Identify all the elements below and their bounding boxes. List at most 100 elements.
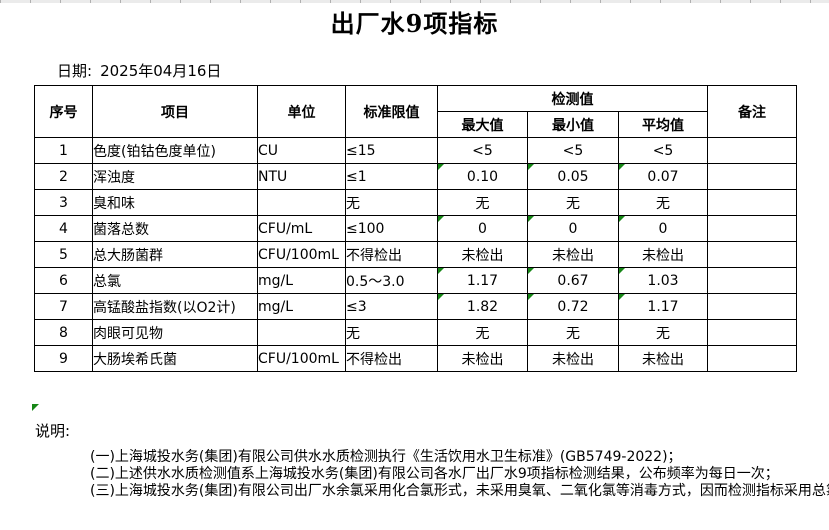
header-row-1: 序号 项目 单位 标准限值 检测值 备注 (34, 85, 798, 138)
table-row: 6 总氯 mg/L 0.5～3.0 1.17 0.67 1.03 (34, 267, 798, 294)
cell-item: 浑浊度 (92, 163, 258, 190)
cell-item: 色度(铂钴色度单位) (92, 137, 258, 164)
cell-seq: 8 (34, 319, 93, 346)
header-limit: 标准限值 (345, 85, 438, 138)
cell-avg: 未检出 (617, 345, 709, 372)
report-date: 日期: 2025年04月16日 (57, 60, 221, 81)
cell-seq: 9 (34, 345, 93, 372)
cell-avg: <5 (617, 137, 709, 164)
cell-min: <5 (527, 137, 619, 164)
header-max: 最大值 (437, 111, 528, 138)
cell-item: 总大肠菌群 (92, 241, 258, 268)
table-row: 2 浑浊度 NTU ≤1 0.10 0.05 0.07 (34, 163, 798, 190)
table-row: 9 大肠埃希氏菌 CFU/100mL 不得检出 未检出 未检出 未检出 (34, 345, 798, 372)
note-line: (二)上述供水水质检测值系上海城投水务(集团)有限公司各水厂出厂水9项指标检测结… (90, 466, 779, 482)
header-seq: 序号 (34, 85, 93, 138)
header-unit: 单位 (257, 85, 346, 138)
cell-seq: 7 (34, 293, 93, 320)
cell-item: 大肠埃希氏菌 (92, 345, 258, 372)
cell-max: <5 (437, 137, 528, 164)
note-line: (一)上海城投水务(集团)有限公司供水水质检测执行《生活饮用水卫生标准》(GB5… (90, 449, 682, 465)
table-row: 7 高锰酸盐指数(以O2计) mg/L ≤3 1.82 0.72 1.17 (34, 293, 798, 320)
cell-limit: ≤15 (345, 137, 438, 164)
cell-item: 臭和味 (92, 189, 258, 216)
cell-unit: NTU (257, 163, 346, 190)
cell-unit (257, 319, 346, 346)
cell-min: 无 (527, 319, 619, 346)
cell-limit: 无 (345, 319, 438, 346)
cell-item: 高锰酸盐指数(以O2计) (92, 293, 258, 320)
page-title: 出厂水9项指标 (330, 9, 499, 38)
cell-min: 无 (527, 189, 619, 216)
cell-min: 0.72 (527, 293, 619, 320)
table-row: 3 臭和味 无 无 无 无 (34, 189, 798, 216)
cell-unit: mg/L (257, 267, 346, 294)
cell-limit: 无 (345, 189, 438, 216)
cell-remark (707, 319, 798, 346)
cell-max: 1.82 (437, 293, 528, 320)
spreadsheet-edge-strip (0, 0, 829, 3)
cell-limit: 0.5～3.0 (345, 267, 438, 294)
cell-limit: 不得检出 (345, 345, 438, 372)
cell-limit: 不得检出 (345, 241, 438, 268)
cell-remark (707, 163, 798, 190)
cell-remark (707, 293, 798, 320)
cell-remark (707, 267, 798, 294)
cell-max: 0 (437, 215, 528, 242)
cell-limit: ≤1 (345, 163, 438, 190)
header-min: 最小值 (527, 111, 619, 138)
cell-avg: 0.07 (617, 163, 709, 190)
indicators-table: 序号 项目 单位 标准限值 检测值 备注 最大值 最小值 平均值 1 色度(铂钴… (34, 85, 798, 372)
cell-seq: 4 (34, 215, 93, 242)
cell-limit: ≤3 (345, 293, 438, 320)
cell-max: 未检出 (437, 241, 528, 268)
cell-unit (257, 189, 346, 216)
header-row-2: 最大值 最小值 平均值 (35, 111, 797, 138)
cell-avg: 1.17 (617, 293, 709, 320)
cell-min: 0.67 (527, 267, 619, 294)
header-remark: 备注 (707, 85, 798, 138)
cell-avg: 未检出 (617, 241, 709, 268)
green-flag-icon (32, 404, 39, 411)
table-row: 1 色度(铂钴色度单位) CU ≤15 <5 <5 <5 (34, 137, 798, 164)
cell-max: 无 (437, 319, 528, 346)
cell-unit: CU (257, 137, 346, 164)
table-row: 4 菌落总数 CFU/mL ≤100 0 0 0 (34, 215, 798, 242)
cell-seq: 1 (34, 137, 93, 164)
note-line: (三)上海城投水务(集团)有限公司出厂水余氯采用化合氯形式，未采用臭氧、二氧化氯… (90, 483, 829, 499)
cell-unit: CFU/100mL (257, 345, 346, 372)
notes-label: 说明: (35, 422, 71, 440)
cell-unit: CFU/100mL (257, 241, 346, 268)
cell-item: 菌落总数 (92, 215, 258, 242)
cell-min: 未检出 (527, 241, 619, 268)
cell-min: 0 (527, 215, 619, 242)
cell-avg: 无 (617, 319, 709, 346)
cell-max: 无 (437, 189, 528, 216)
cell-remark (707, 137, 798, 164)
cell-seq: 5 (34, 241, 93, 268)
cell-avg: 0 (617, 215, 709, 242)
cell-item: 肉眼可见物 (92, 319, 258, 346)
cell-seq: 2 (34, 163, 93, 190)
cell-item: 总氯 (92, 267, 258, 294)
notes-list: (一)上海城投水务(集团)有限公司供水水质检测执行《生活饮用水卫生标准》(GB5… (90, 449, 829, 500)
cell-max: 未检出 (437, 345, 528, 372)
cell-remark (707, 345, 798, 372)
cell-unit: CFU/mL (257, 215, 346, 242)
cell-avg: 1.03 (617, 267, 709, 294)
cell-remark (707, 241, 798, 268)
cell-min: 未检出 (527, 345, 619, 372)
cell-remark (707, 189, 798, 216)
cell-max: 1.17 (437, 267, 528, 294)
header-item: 项目 (92, 85, 258, 138)
header-detection-group: 检测值 (436, 85, 709, 112)
cell-avg: 无 (617, 189, 709, 216)
cell-unit: mg/L (257, 293, 346, 320)
cell-limit: ≤100 (345, 215, 438, 242)
date-value: 2025年04月16日 (100, 62, 222, 80)
cell-max: 0.10 (437, 163, 528, 190)
cell-min: 0.05 (527, 163, 619, 190)
header-avg: 平均值 (617, 111, 709, 138)
date-label: 日期: (57, 62, 93, 80)
